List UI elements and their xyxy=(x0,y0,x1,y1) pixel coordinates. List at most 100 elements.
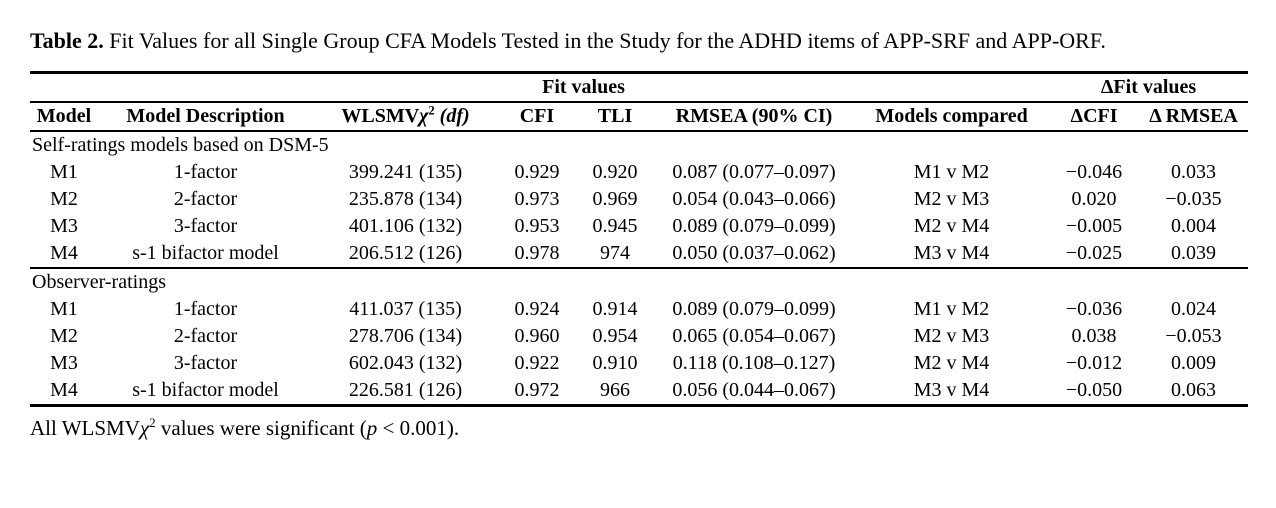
footnote-mid: values were significant ( xyxy=(155,416,367,440)
cell-model: M2 xyxy=(50,188,78,210)
table-row: M3 3-factor 401.106 (132) 0.953 0.945 0.… xyxy=(30,213,1248,240)
section-label: Self-ratings models based on DSM-5 xyxy=(32,134,329,156)
cell-cfi: 0.924 xyxy=(514,298,560,320)
cell-models-compared: M1 v M2 xyxy=(913,161,990,183)
cell-chisq: 411.037 (135) xyxy=(349,298,462,320)
cell-delta-cfi: −0.036 xyxy=(1065,298,1123,320)
cell-cfi: 0.929 xyxy=(514,161,560,183)
cell-rmsea: 0.089 (0.079–0.099) xyxy=(672,215,836,237)
table-footnote: All WLSMVχ2 values were significant (p <… xyxy=(30,414,1248,442)
cell-description: 3-factor xyxy=(173,215,238,237)
cell-cfi: 0.978 xyxy=(498,240,576,269)
table-row: M4 s-1 bifactor model 226.581 (126) 0.97… xyxy=(30,377,1248,406)
cell-tli: 966 xyxy=(600,379,630,401)
delta-fit-values-span-header: ΔFit values xyxy=(1049,72,1249,103)
span-header-row: Fit values ΔFit values xyxy=(30,72,1249,103)
cell-tli: 0.954 xyxy=(592,325,638,347)
cell-tli: 0.914 xyxy=(592,298,638,320)
cell-delta-rmsea: 0.004 xyxy=(1171,215,1217,237)
cell-delta-cfi: 0.038 xyxy=(1071,325,1117,347)
cell-chisq: 206.512 (126) xyxy=(313,240,498,269)
cell-models-compared: M3 v M4 xyxy=(913,379,990,401)
footnote-end: < 0.001). xyxy=(377,416,460,440)
table-caption-number: Table 2. xyxy=(30,28,104,53)
cell-tli: 974 xyxy=(576,240,654,269)
table-row: M3 3-factor 602.043 (132) 0.922 0.910 0.… xyxy=(30,350,1248,377)
footnote-base: All WLSMV xyxy=(30,416,140,440)
df-label: (df) xyxy=(439,105,470,127)
table-row: M1 1-factor 399.241 (135) 0.929 0.920 0.… xyxy=(30,159,1248,186)
cell-cfi: 0.972 xyxy=(514,379,560,401)
cell-description: s-1 bifactor model xyxy=(132,379,279,401)
cell-models-compared: M2 v M4 xyxy=(913,352,990,374)
cell-rmsea: 0.087 (0.077–0.097) xyxy=(672,161,836,183)
column-header-row: Model Model Description WLSMVχ2 (df) CFI… xyxy=(30,102,1249,132)
cell-cfi: 0.960 xyxy=(514,325,560,347)
cell-models-compared: M2 v M3 xyxy=(913,188,990,210)
cell-delta-cfi: −0.050 xyxy=(1065,379,1123,401)
cell-cfi: 0.922 xyxy=(514,352,560,374)
section-label: Observer-ratings xyxy=(32,271,166,293)
table-row: M2 2-factor 278.706 (134) 0.960 0.954 0.… xyxy=(30,323,1248,350)
cell-model: M4 xyxy=(30,240,98,269)
col-header-tli: TLI xyxy=(576,102,654,132)
fit-values-table: Fit values ΔFit values Model Model Descr… xyxy=(30,71,1249,407)
cell-description: s-1 bifactor model xyxy=(98,240,313,269)
cell-description: 1-factor xyxy=(173,161,238,183)
chi-superscript: 2 xyxy=(428,103,435,118)
table-row: M1 1-factor 411.037 (135) 0.924 0.914 0.… xyxy=(30,296,1248,323)
cell-model: M1 xyxy=(50,161,78,183)
col-header-description: Model Description xyxy=(98,102,313,132)
section-header-row-self-ratings: Self-ratings models based on DSM-5 xyxy=(30,131,1248,159)
cell-delta-rmsea: 0.063 xyxy=(1171,379,1217,401)
cell-rmsea: 0.065 (0.054–0.067) xyxy=(672,325,836,347)
cell-cfi: 0.953 xyxy=(514,215,560,237)
document-page: Table 2. Fit Values for all Single Group… xyxy=(30,28,1249,442)
cell-chisq: 226.581 (126) xyxy=(348,379,463,401)
table-header: Fit values ΔFit values Model Model Descr… xyxy=(30,72,1249,132)
cell-models-compared: M1 v M2 xyxy=(913,298,990,320)
cell-delta-cfi: −0.046 xyxy=(1065,161,1123,183)
cell-tli: 0.945 xyxy=(592,215,638,237)
chi-symbol: χ xyxy=(419,105,429,127)
cell-delta-rmsea: 0.024 xyxy=(1171,298,1217,320)
cell-tli: 0.969 xyxy=(592,188,638,210)
cell-delta-rmsea: 0.009 xyxy=(1171,352,1217,374)
cell-chisq: 399.241 (135) xyxy=(348,161,463,183)
cell-delta-rmsea: 0.039 xyxy=(1139,240,1249,269)
cell-delta-rmsea: −0.035 xyxy=(1165,188,1222,210)
cell-cfi: 0.973 xyxy=(514,188,560,210)
cell-description: 3-factor xyxy=(173,352,238,374)
chi-superscript: 2 xyxy=(149,415,156,430)
table-body: Self-ratings models based on DSM-5 M1 1-… xyxy=(30,131,1249,406)
cell-rmsea: 0.054 (0.043–0.066) xyxy=(672,188,836,210)
cell-delta-cfi: −0.025 xyxy=(1049,240,1140,269)
cell-rmsea: 0.050 (0.037–0.062) xyxy=(654,240,855,269)
cell-rmsea: 0.118 (0.108–0.127) xyxy=(672,352,836,374)
cell-model: M1 xyxy=(50,298,78,320)
fit-values-span-header: Fit values xyxy=(313,72,855,103)
col-header-wlsmv-chisq: WLSMVχ2 (df) xyxy=(313,102,498,132)
cell-delta-cfi: 0.020 xyxy=(1071,188,1117,210)
cell-rmsea: 0.089 (0.079–0.099) xyxy=(672,298,836,320)
cell-models-compared: M3 v M4 xyxy=(854,240,1050,269)
col-header-cfi: CFI xyxy=(498,102,576,132)
cell-models-compared: M2 v M3 xyxy=(913,325,990,347)
cell-model: M3 xyxy=(50,215,78,237)
table-row: M2 2-factor 235.878 (134) 0.973 0.969 0.… xyxy=(30,186,1248,213)
cell-description: 1-factor xyxy=(173,298,238,320)
empty-span-cell xyxy=(854,72,1050,103)
chi-symbol: χ xyxy=(139,416,150,440)
col-header-rmsea: RMSEA (90% CI) xyxy=(654,102,855,132)
cell-chisq: 278.706 (134) xyxy=(348,325,463,347)
cell-description: 2-factor xyxy=(173,325,238,347)
cell-model: M4 xyxy=(50,379,78,401)
cell-delta-cfi: −0.005 xyxy=(1065,215,1123,237)
cell-model: M3 xyxy=(50,352,78,374)
cell-rmsea: 0.056 (0.044–0.067) xyxy=(672,379,836,401)
cell-chisq: 602.043 (132) xyxy=(348,352,463,374)
col-header-delta-rmsea: Δ RMSEA xyxy=(1139,102,1249,132)
cell-delta-rmsea: 0.033 xyxy=(1171,161,1217,183)
wlsmv-base: WLSMV xyxy=(341,105,420,127)
empty-span-cell xyxy=(30,72,313,103)
